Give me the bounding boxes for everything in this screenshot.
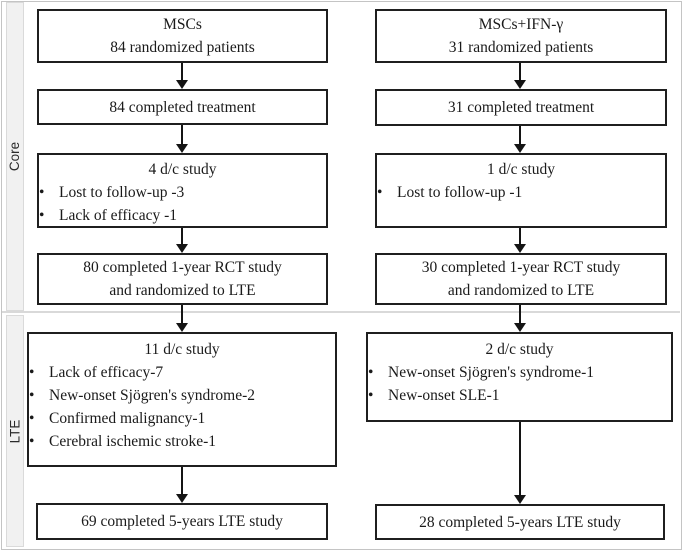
right-lte-dc-title: 2 d/c study (485, 341, 554, 358)
list-item: Confirmed malignancy-1 (29, 407, 335, 430)
list-item: Lack of efficacy-7 (29, 361, 335, 384)
left-lte-dc-list: Lack of efficacy-7 New-onset Sjögren's s… (29, 361, 335, 453)
arrow-down-icon (176, 63, 188, 89)
left-lte-dc-title: 11 d/c study (144, 341, 220, 358)
box-right-rct-completed: 30 completed 1-year RCT study and random… (375, 253, 667, 305)
arrow-down-icon (176, 467, 188, 503)
left-randomized-count: 84 randomized patients (110, 39, 255, 56)
arrow-down-icon (176, 125, 188, 153)
list-item: New-onset SLE-1 (368, 384, 671, 407)
section-label-lte: LTE (7, 419, 23, 443)
right-lte-dc-list: New-onset Sjögren's syndrome-1 New-onset… (368, 361, 671, 407)
left-core-dc-list: Lost to follow-up -3 Lack of efficacy -1 (39, 181, 326, 227)
arrow-down-icon (514, 422, 526, 504)
section-strip-lte: LTE (6, 315, 24, 547)
right-arm-title: MSCs+IFN-γ (478, 16, 564, 33)
left-core-dc-title: 4 d/c study (148, 161, 217, 178)
box-left-completed-treatment: 84 completed treatment (37, 89, 328, 125)
arrow-down-icon (514, 63, 526, 89)
list-item: New-onset Sjögren's syndrome-1 (368, 361, 671, 384)
right-core-dc-title: 1 d/c study (486, 161, 556, 178)
list-item: Lost to follow-up -1 (377, 181, 665, 204)
right-randomized-count: 31 randomized patients (448, 39, 594, 56)
arrow-down-icon (514, 126, 526, 153)
box-left-lte-completed: 69 completed 5-years LTE study (36, 503, 328, 540)
right-core-dc-list: Lost to follow-up -1 (377, 181, 665, 204)
core-lte-divider (2, 311, 680, 313)
box-left-enrollment: MSCs 84 randomized patients (37, 9, 328, 63)
left-arm-title: MSCs (163, 16, 202, 33)
box-right-lte-discontinued: 2 d/c study New-onset Sjögren's syndrome… (366, 332, 673, 422)
list-item: Lost to follow-up -3 (39, 181, 326, 204)
list-item: Lack of efficacy -1 (39, 204, 326, 227)
section-strip-core: Core (6, 2, 24, 311)
arrow-down-icon (514, 305, 526, 332)
list-item: New-onset Sjögren's syndrome-2 (29, 384, 335, 407)
arrow-down-icon (176, 228, 188, 253)
arrow-down-icon (176, 305, 188, 332)
box-left-rct-completed: 80 completed 1-year RCT study and random… (37, 253, 328, 305)
box-right-core-discontinued: 1 d/c study Lost to follow-up -1 (375, 153, 667, 228)
box-right-completed-treatment: 31 completed treatment (375, 89, 667, 126)
section-label-core: Core (7, 141, 23, 172)
box-right-lte-completed: 28 completed 5-years LTE study (375, 504, 665, 540)
box-left-core-discontinued: 4 d/c study Lost to follow-up -3 Lack of… (37, 153, 328, 228)
list-item: Cerebral ischemic stroke-1 (29, 430, 335, 453)
arrow-down-icon (514, 228, 526, 253)
box-right-enrollment: MSCs+IFN-γ 31 randomized patients (375, 9, 667, 63)
box-left-lte-discontinued: 11 d/c study Lack of efficacy-7 New-onse… (27, 332, 337, 467)
